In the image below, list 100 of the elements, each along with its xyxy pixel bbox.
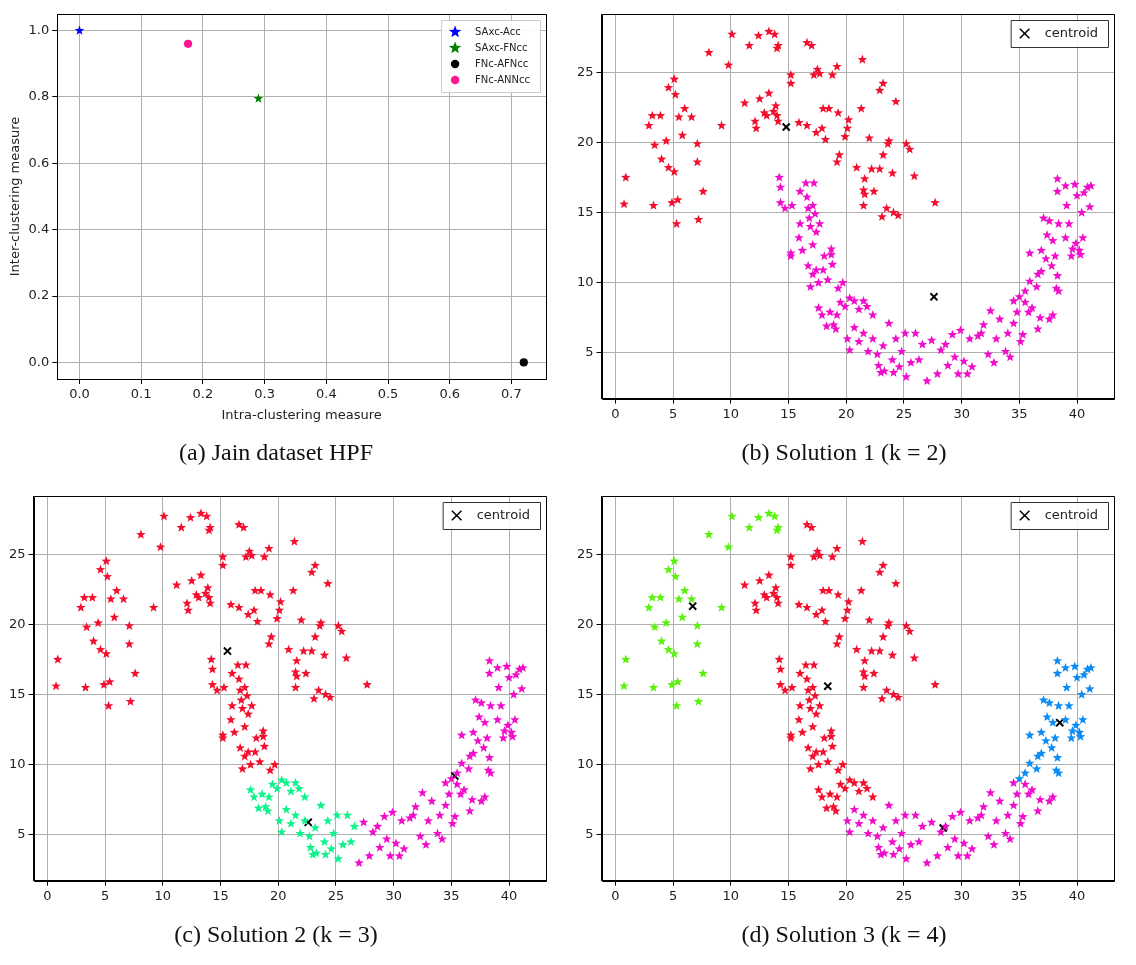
x-tick-label: 25 <box>895 405 913 421</box>
point <box>1076 689 1087 699</box>
point <box>1066 733 1077 743</box>
point <box>276 827 287 837</box>
x-tick-label: 30 <box>385 887 402 903</box>
point <box>342 810 353 820</box>
point <box>519 358 528 367</box>
x-tick-label: 0.5 <box>377 386 399 402</box>
y-tick-label: 1.0 <box>28 21 50 37</box>
text: (a) Jain dataset HPF <box>179 438 373 465</box>
point <box>263 806 273 816</box>
point <box>349 821 360 831</box>
legend-label: FNc-ANNcc <box>475 73 530 85</box>
y-tick-label: 25 <box>9 545 26 561</box>
x-tick-label: 35 <box>1011 405 1028 421</box>
y-tick-label: 20 <box>9 615 26 631</box>
legend-label: centroid <box>1044 506 1098 522</box>
point <box>74 25 85 35</box>
point <box>290 778 301 788</box>
x-axis-title: Intra-clustering measure <box>221 406 382 422</box>
point <box>323 815 333 825</box>
x-tick-label: 40 <box>500 887 518 903</box>
point <box>1052 655 1063 665</box>
legend-label: centroid <box>1044 24 1098 40</box>
y-tick-label: 0.4 <box>28 221 50 237</box>
y-axis-title: Inter-clustering measure <box>7 116 23 277</box>
point <box>692 620 703 630</box>
point <box>290 810 301 820</box>
x-tick-label: 5 <box>668 405 678 421</box>
point <box>257 789 267 799</box>
point <box>823 681 833 691</box>
y-tick-label: 15 <box>9 685 26 701</box>
x-tick-label: 25 <box>327 887 345 903</box>
point <box>253 93 264 103</box>
point <box>286 818 296 828</box>
x-tick-label: 35 <box>443 887 460 903</box>
y-tick-label: 5 <box>585 826 594 842</box>
x-tick-label: 20 <box>269 887 287 903</box>
point <box>644 602 654 612</box>
point <box>1052 752 1063 762</box>
point <box>693 696 704 706</box>
point <box>1046 742 1057 752</box>
x-tick-label: 40 <box>1068 405 1086 421</box>
x-tick-label: 0.3 <box>254 386 275 402</box>
point <box>295 828 305 838</box>
point <box>274 815 285 825</box>
point <box>727 511 737 521</box>
point <box>1048 717 1058 727</box>
point <box>310 822 320 833</box>
point <box>267 779 278 789</box>
point <box>1079 669 1089 680</box>
x-tick-label: 0 <box>611 405 620 421</box>
point <box>264 792 274 802</box>
point <box>304 831 315 841</box>
point <box>1044 698 1055 708</box>
y-tick-label: 5 <box>585 344 594 360</box>
point <box>723 542 734 552</box>
legend-label: FNc-AFNcc <box>475 57 529 69</box>
point <box>338 839 348 849</box>
point <box>1064 700 1074 710</box>
point <box>286 786 296 796</box>
point <box>320 849 331 859</box>
point <box>656 636 667 646</box>
point <box>1031 764 1042 774</box>
point <box>272 783 282 793</box>
y-tick-label: 0.8 <box>28 88 50 104</box>
x-tick-label: 20 <box>837 887 855 903</box>
x-tick-label: 0.2 <box>192 386 214 402</box>
x-tick-label: 0.4 <box>315 386 337 402</box>
point <box>346 837 356 847</box>
point <box>1067 726 1078 736</box>
point <box>316 800 326 810</box>
point <box>764 508 774 518</box>
point <box>281 804 292 814</box>
point <box>281 778 292 788</box>
y-tick-label: 15 <box>577 203 594 219</box>
point <box>670 571 681 581</box>
point <box>328 828 339 838</box>
point <box>1050 733 1060 743</box>
point <box>669 556 680 566</box>
point <box>661 618 671 628</box>
point <box>332 810 342 820</box>
x-tick-label: 35 <box>1011 887 1028 903</box>
point <box>294 783 304 793</box>
point <box>319 837 330 847</box>
point <box>222 646 232 656</box>
point <box>1078 714 1088 724</box>
x-tick-label: 20 <box>837 405 855 421</box>
y-tick-label: 25 <box>577 545 594 561</box>
point <box>1042 712 1052 722</box>
point <box>300 792 310 802</box>
legend-label: SAxc-Acc <box>475 25 521 37</box>
point <box>667 679 677 689</box>
text: (b) Solution 1 (k = 2) <box>741 438 947 465</box>
y-tick-label: 0.2 <box>28 287 50 303</box>
point <box>1086 662 1096 672</box>
point <box>753 512 764 522</box>
point <box>184 39 193 48</box>
y-tick-label: 5 <box>17 826 26 842</box>
point <box>1024 758 1035 768</box>
